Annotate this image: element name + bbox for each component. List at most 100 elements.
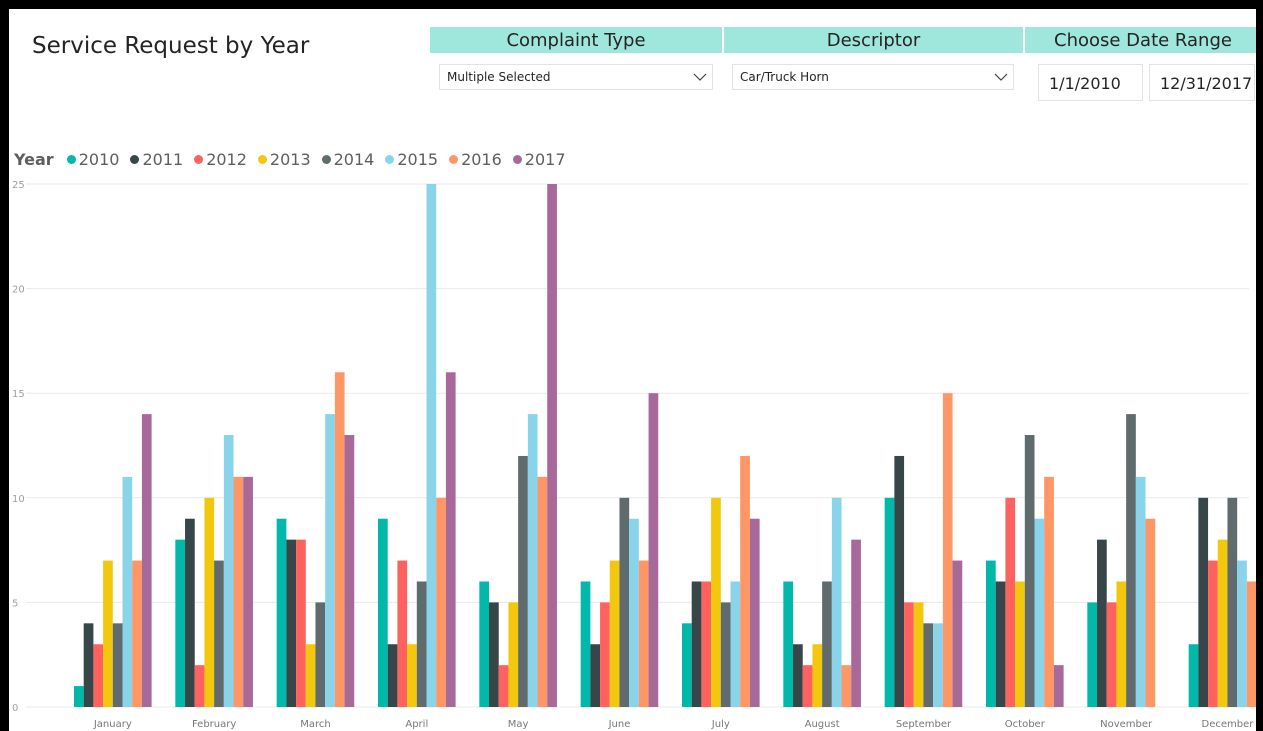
bar-march-2013[interactable] [305, 644, 316, 707]
bar-may-2012[interactable] [498, 665, 509, 707]
bar-june-2015[interactable] [629, 518, 639, 707]
bar-may-2013[interactable] [508, 602, 519, 707]
bar-october-2015[interactable] [1034, 518, 1045, 707]
bar-january-2010[interactable] [74, 686, 84, 707]
bar-may-2016[interactable] [537, 476, 548, 707]
bar-january-2017[interactable] [141, 414, 152, 707]
legend-item-2012[interactable]: 2012 [194, 150, 247, 169]
bar-april-2010[interactable] [378, 518, 388, 707]
bar-december-2013[interactable] [1217, 539, 1228, 707]
bar-february-2010[interactable] [175, 539, 186, 707]
complaint-type-dropdown[interactable]: Multiple Selected [439, 64, 713, 90]
bar-september-2015[interactable] [933, 623, 943, 707]
bar-july-2014[interactable] [720, 602, 731, 707]
bar-march-2012[interactable] [296, 539, 306, 707]
end-date-input[interactable]: 12/31/2017 [1149, 64, 1255, 101]
bar-december-2015[interactable] [1237, 560, 1247, 707]
bar-may-2011[interactable] [489, 602, 499, 707]
bar-march-2010[interactable] [276, 518, 287, 707]
bar-december-2012[interactable] [1208, 560, 1218, 707]
bar-february-2017[interactable] [243, 476, 253, 707]
bar-november-2013[interactable] [1116, 581, 1127, 707]
bar-august-2011[interactable] [793, 644, 803, 707]
bar-june-2016[interactable] [638, 560, 649, 707]
bar-march-2011[interactable] [286, 539, 297, 707]
bar-april-2014[interactable] [416, 581, 427, 707]
bar-august-2015[interactable] [831, 497, 842, 707]
bar-july-2015[interactable] [730, 581, 741, 707]
bar-august-2012[interactable] [802, 665, 813, 707]
bar-september-2010[interactable] [884, 497, 895, 707]
legend-item-2011[interactable]: 2011 [130, 150, 183, 169]
bar-march-2017[interactable] [344, 435, 355, 707]
bar-january-2012[interactable] [93, 644, 104, 707]
legend-item-2013[interactable]: 2013 [257, 150, 311, 169]
bar-august-2014[interactable] [822, 581, 832, 707]
bar-october-2012[interactable] [1005, 497, 1016, 707]
bar-december-2016[interactable] [1246, 581, 1256, 707]
bar-november-2016[interactable] [1145, 518, 1156, 707]
bar-february-2013[interactable] [204, 497, 215, 707]
bar-july-2017[interactable] [749, 518, 760, 707]
bar-december-2010[interactable] [1188, 644, 1199, 707]
bar-march-2016[interactable] [334, 372, 345, 707]
bar-october-2014[interactable] [1024, 435, 1035, 707]
bar-september-2016[interactable] [942, 393, 953, 707]
legend-item-2014[interactable]: 2014 [321, 150, 374, 169]
bar-september-2014[interactable] [923, 623, 934, 707]
bar-june-2010[interactable] [580, 581, 591, 707]
bar-july-2010[interactable] [682, 623, 692, 707]
bar-april-2013[interactable] [407, 644, 417, 707]
descriptor-dropdown[interactable]: Car/Truck Horn [732, 64, 1014, 90]
bar-july-2013[interactable] [711, 497, 721, 707]
bar-september-2013[interactable] [913, 602, 924, 707]
bar-november-2010[interactable] [1087, 602, 1098, 707]
bar-may-2010[interactable] [479, 581, 490, 707]
bar-october-2016[interactable] [1044, 476, 1054, 707]
bar-june-2011[interactable] [590, 644, 601, 707]
bar-february-2014[interactable] [214, 560, 224, 707]
bar-march-2014[interactable] [315, 602, 326, 707]
bar-may-2014[interactable] [518, 455, 528, 707]
bar-june-2017[interactable] [648, 393, 659, 707]
bar-july-2012[interactable] [701, 581, 712, 707]
bar-january-2015[interactable] [122, 476, 133, 707]
legend-item-2010[interactable]: 2010 [66, 150, 119, 169]
bar-december-2011[interactable] [1198, 497, 1209, 707]
legend-item-2015[interactable]: 2015 [385, 150, 438, 169]
bar-march-2015[interactable] [325, 414, 335, 707]
legend-item-2016[interactable]: 2016 [449, 150, 502, 169]
bar-april-2015[interactable] [426, 184, 437, 707]
bar-april-2012[interactable] [397, 560, 408, 707]
bar-january-2014[interactable] [112, 623, 123, 707]
start-date-input[interactable]: 1/1/2010 [1038, 64, 1143, 101]
bar-june-2012[interactable] [600, 602, 610, 707]
bar-october-2017[interactable] [1053, 665, 1064, 707]
bar-august-2013[interactable] [812, 644, 823, 707]
bar-september-2012[interactable] [904, 602, 914, 707]
bar-november-2015[interactable] [1135, 476, 1146, 707]
bar-january-2016[interactable] [132, 560, 142, 707]
bar-february-2012[interactable] [194, 665, 205, 707]
bar-june-2013[interactable] [609, 560, 620, 707]
bar-january-2011[interactable] [83, 623, 94, 707]
bar-may-2017[interactable] [547, 184, 557, 707]
bar-june-2014[interactable] [619, 497, 630, 707]
bar-february-2011[interactable] [185, 518, 195, 707]
bar-july-2011[interactable] [691, 581, 702, 707]
bar-october-2011[interactable] [995, 581, 1006, 707]
bar-november-2011[interactable] [1097, 539, 1107, 707]
bar-may-2015[interactable] [527, 414, 538, 707]
bar-september-2017[interactable] [952, 560, 963, 707]
bar-february-2015[interactable] [223, 435, 234, 707]
bar-april-2016[interactable] [436, 497, 446, 707]
bar-july-2016[interactable] [740, 455, 750, 707]
bar-august-2016[interactable] [841, 665, 852, 707]
bar-november-2012[interactable] [1106, 602, 1117, 707]
bar-august-2010[interactable] [783, 581, 794, 707]
bar-december-2014[interactable] [1227, 497, 1238, 707]
bar-september-2011[interactable] [894, 455, 905, 707]
bar-february-2016[interactable] [233, 476, 244, 707]
bar-january-2013[interactable] [103, 560, 113, 707]
bar-august-2017[interactable] [851, 539, 861, 707]
